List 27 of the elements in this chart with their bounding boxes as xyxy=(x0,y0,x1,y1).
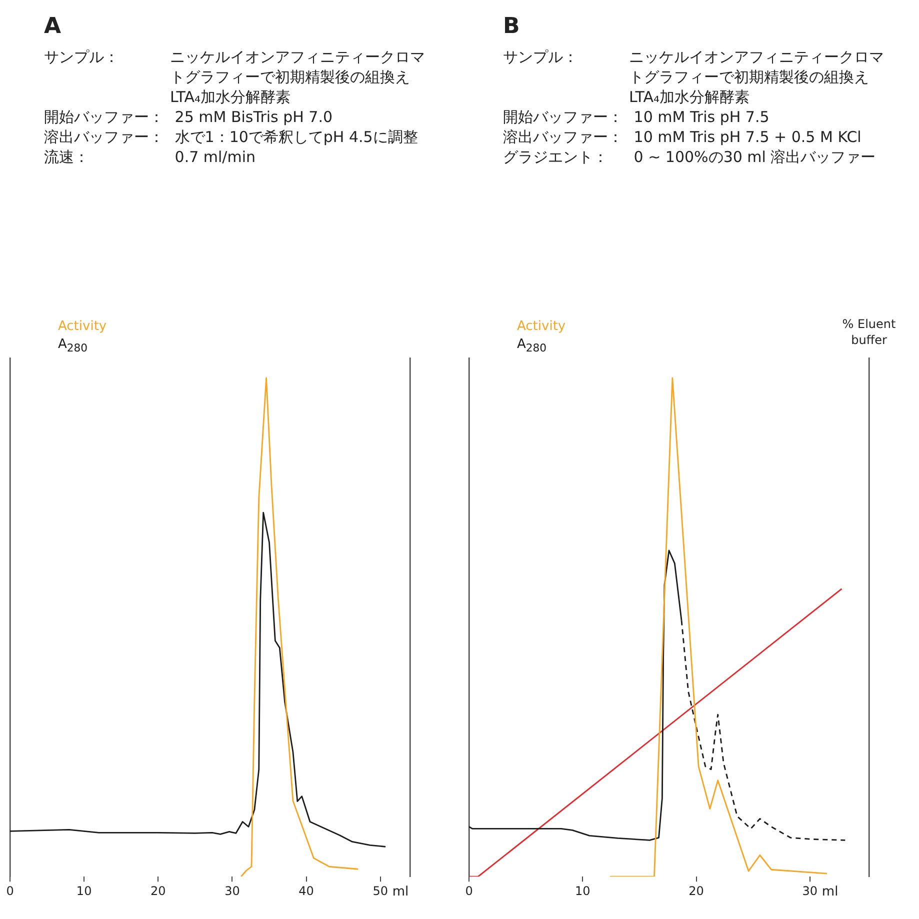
x-tick-label: 20 xyxy=(688,884,704,898)
y2-axis-title: % Eluent buffer xyxy=(841,316,897,348)
x-axis-title: ml xyxy=(392,884,409,900)
text: 溶出バッファー： 10 mM Tris pH 7.5 + 0.5 M KCl xyxy=(503,127,862,147)
x-tick-label: 0 xyxy=(6,884,14,898)
text: サンプル：ニッケルイオンアフィニティークロマトグラフィーで初期精製後の組換えLTA₄加水分解酵素 xyxy=(44,48,425,106)
x-axis-title: ml xyxy=(822,884,838,900)
text: グラジエント： 0 ~ 100%の30 ml 溶出バッファー xyxy=(503,148,876,166)
text: Activity xyxy=(517,318,566,336)
text: 開始バッファー： 10 mM Tris pH 7.5 xyxy=(503,107,770,127)
text: 溶出バッファー： 水で1：10で希釈してpH 4.5に調整 xyxy=(44,127,419,147)
chart-title: B xyxy=(503,14,521,39)
text: 流速： 0.7 ml/min xyxy=(44,148,256,166)
x-tick-label: 30 xyxy=(224,884,240,898)
x-tick-label: 30 xyxy=(802,884,818,898)
text: A$_{280}$ xyxy=(517,336,548,357)
x-tick-label: 40 xyxy=(298,884,314,898)
text: 開始バッファー： 25 mM BisTris pH 7.0 xyxy=(44,107,334,127)
text: Activity xyxy=(58,318,107,336)
chart-title: A xyxy=(44,14,62,39)
text: サンプル：ニッケルイオンアフィニティークロマトグラフィーで初期精製後の組換えLTA₄加水分解酵素 xyxy=(503,48,884,106)
x-tick-label: 0 xyxy=(465,884,473,898)
x-tick-label: 10 xyxy=(76,884,92,898)
x-tick-label: 10 xyxy=(574,884,590,898)
x-tick-label: 20 xyxy=(150,884,166,898)
x-tick-label: 50 xyxy=(372,884,388,898)
text: A$_{280}$ xyxy=(58,336,89,357)
